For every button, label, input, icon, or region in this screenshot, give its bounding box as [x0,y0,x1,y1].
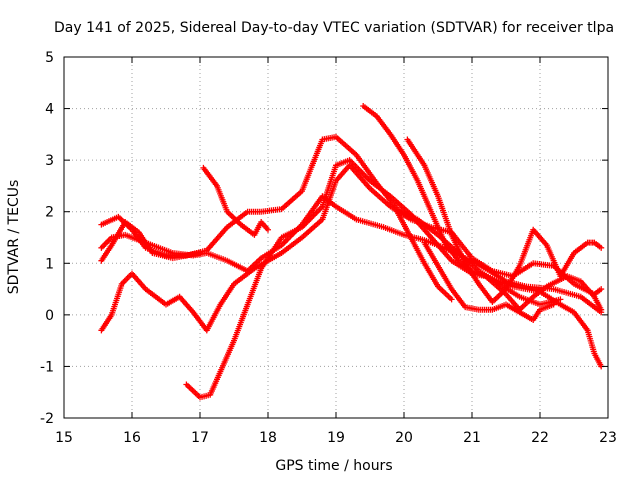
data-point [598,286,605,293]
data-point [598,244,605,251]
series-s6 [200,164,271,238]
x-tick-label: 17 [191,430,209,446]
grid-lines [64,57,608,418]
series-s7 [360,102,605,370]
series-s5 [183,157,605,401]
y-tick-label: 2 [45,205,54,221]
x-tick-label: 16 [123,430,141,446]
y-tick-label: 3 [45,153,54,169]
x-tick-label: 19 [327,430,345,446]
x-tick-label: 22 [531,430,549,446]
series-s8 [404,136,605,305]
x-tick-label: 23 [599,430,617,446]
data-point [197,249,203,256]
y-tick-label: 1 [45,256,54,272]
series-s10 [394,208,455,303]
x-tick-label: 20 [395,430,413,446]
series-s9 [421,239,557,324]
y-axis-label: SDTVAR / TECUs [6,180,22,295]
data-point [557,296,564,303]
y-tick-label: 5 [45,50,54,66]
chart-title: Day 141 of 2025, Sidereal Day-to-day VTE… [54,20,614,36]
x-axis: 15 16 17 18 19 20 21 22 23 [55,57,617,446]
x-tick-label: 18 [259,430,277,446]
data-point [448,296,455,303]
data-point [598,306,605,313]
y-tick-label: 4 [45,102,54,118]
y-axis: -2 -1 0 1 2 3 4 5 [40,50,608,427]
x-tick-label: 21 [463,430,481,446]
x-tick-label: 15 [55,430,73,446]
x-axis-label: GPS time / hours [275,458,392,474]
y-tick-label: 0 [45,308,54,324]
data-point [265,226,271,233]
y-tick-label: -2 [40,411,54,427]
y-tick-label: -1 [40,359,54,375]
data-points [98,102,605,401]
data-point [550,301,557,308]
series-s3 [98,219,203,264]
